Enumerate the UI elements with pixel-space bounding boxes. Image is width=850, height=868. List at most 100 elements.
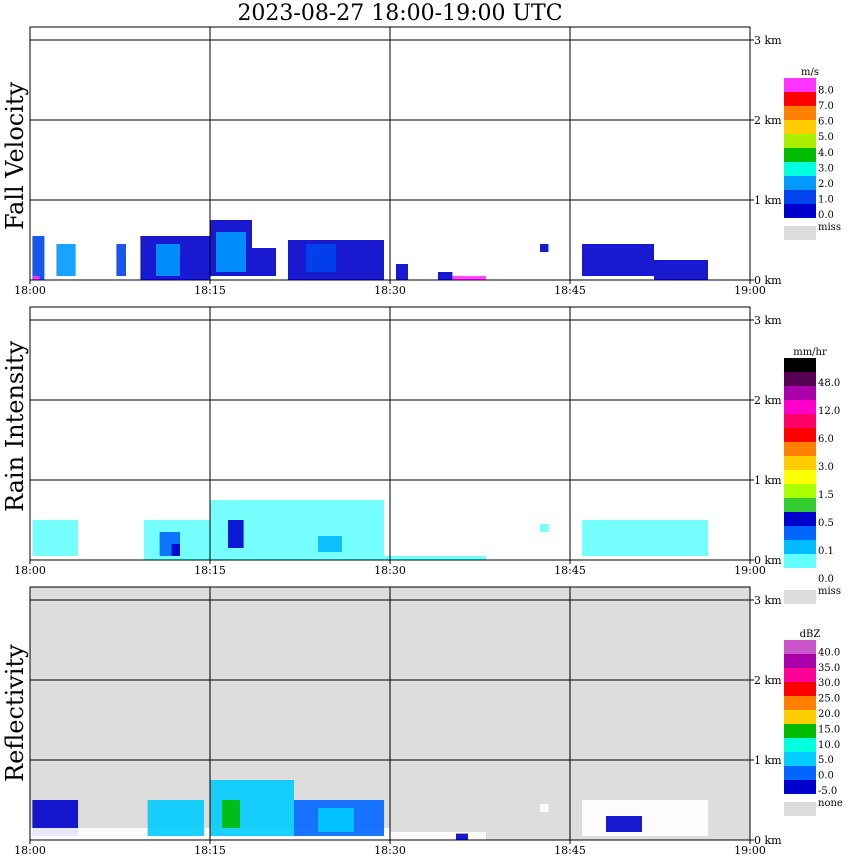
colorbar-unit: m/s [801,67,819,78]
x-tick-label: 18:15 [194,284,226,297]
colorbar-segment [784,120,816,134]
colorbar-segment [784,148,816,162]
data-cell [396,264,408,280]
colorbar-segment [784,358,816,372]
x-tick-label: 18:00 [14,844,46,857]
colorbar-label: 6.0 [818,117,834,128]
colorbar-segment [784,724,816,738]
colorbar-segment [784,780,816,794]
colorbar-label: 30.0 [818,678,840,689]
data-cell [32,520,78,556]
x-tick-label: 18:00 [14,564,46,577]
colorbar-segment [784,176,816,190]
colorbar-label: 10.0 [818,740,840,751]
colorbar-label: 5.0 [818,132,834,143]
colorbar-label: 3.0 [818,462,834,473]
y-tick-label: 1 km [754,474,782,487]
y-tick-label: 0 km [754,834,782,847]
colorbar-segment [784,498,816,512]
colorbar-segment [784,766,816,780]
x-tick-label: 18:45 [554,564,586,577]
colorbar-label: 4.0 [818,148,834,159]
colorbar-segment [784,428,816,442]
colorbar-label: 25.0 [818,694,840,705]
data-cell [384,556,486,560]
colorbar-label: 2.0 [818,179,834,190]
y-tick-label: 1 km [754,194,782,207]
colorbar-segment [784,526,816,540]
x-tick-label: 18:00 [14,284,46,297]
colorbar-segment [784,78,816,92]
y-tick-label: 3 km [754,594,782,607]
colorbar-label: 5.0 [818,755,834,766]
colorbar-miss-label: miss [818,222,841,233]
data-cell [32,276,40,280]
colorbar-label: 0.1 [818,546,834,557]
data-cell [654,260,708,280]
colorbar-segment [784,668,816,682]
chart-title: 2023-08-27 18:00-19:00 UTC [237,1,563,26]
colorbar-miss [784,226,816,240]
colorbar-segment [784,710,816,724]
colorbar-label: 3.0 [818,163,834,174]
colorbar-label: 0.0 [818,574,834,585]
data-cell [540,804,549,812]
colorbar-label: 40.0 [818,647,840,658]
y-tick-label: 3 km [754,314,782,327]
colorbar-label: 0.0 [818,771,834,782]
colorbar-segment [784,386,816,400]
colorbar-label: 48.0 [818,378,840,389]
colorbar-segment [784,414,816,428]
colorbar-segment [784,696,816,710]
data-cell [32,236,45,280]
colorbar-segment [784,540,816,554]
colorbar-segment [784,752,816,766]
colorbar-label: 35.0 [818,663,840,674]
data-cell [438,272,453,280]
y-tick-label: 2 km [754,114,782,127]
colorbar-segment [784,442,816,456]
colorbar-label: 1.0 [818,194,834,205]
colorbar-segment [784,372,816,386]
colorbar-segment [784,134,816,148]
colorbar-label: 0.5 [818,518,834,529]
data-cell [228,520,244,548]
data-cell [56,244,76,276]
data-cell [252,248,276,276]
data-cell [318,536,342,552]
colorbar-label: 6.0 [818,434,834,445]
data-cell [540,524,549,532]
colorbar-segment [784,162,816,176]
colorbar-segment [784,106,816,120]
y-tick-label: 0 km [754,554,782,567]
colorbar-segment [784,654,816,668]
x-tick-label: 18:45 [554,844,586,857]
colorbar-unit: mm/hr [793,347,827,358]
data-cell [171,544,180,556]
x-tick-label: 19:00 [734,564,766,577]
y-tick-label: 3 km [754,34,782,47]
data-cell [540,244,549,252]
x-tick-label: 18:45 [554,284,586,297]
data-cell [582,244,654,276]
colorbar-label: 8.0 [818,86,834,97]
colorbar-segment [784,190,816,204]
data-cell [582,520,708,556]
colorbar-segment [784,738,816,752]
colorbar-segment [784,640,816,654]
colorbar-miss [784,802,816,816]
x-tick-label: 18:30 [374,284,406,297]
colorbar-miss-label: miss [818,586,841,597]
y-tick-label: 0 km [754,274,782,287]
colorbar-segment [784,512,816,526]
colorbar-segment [784,484,816,498]
colorbar-segment [784,204,816,218]
colorbar-label: 0.0 [818,210,834,221]
data-cell [318,808,354,832]
x-tick-label: 18:30 [374,564,406,577]
colorbar-label: 20.0 [818,709,840,720]
colorbar-segment [784,682,816,696]
colorbar-label: -5.0 [818,786,837,797]
colorbar-label: 15.0 [818,724,840,735]
colorbar-label: 7.0 [818,101,834,112]
